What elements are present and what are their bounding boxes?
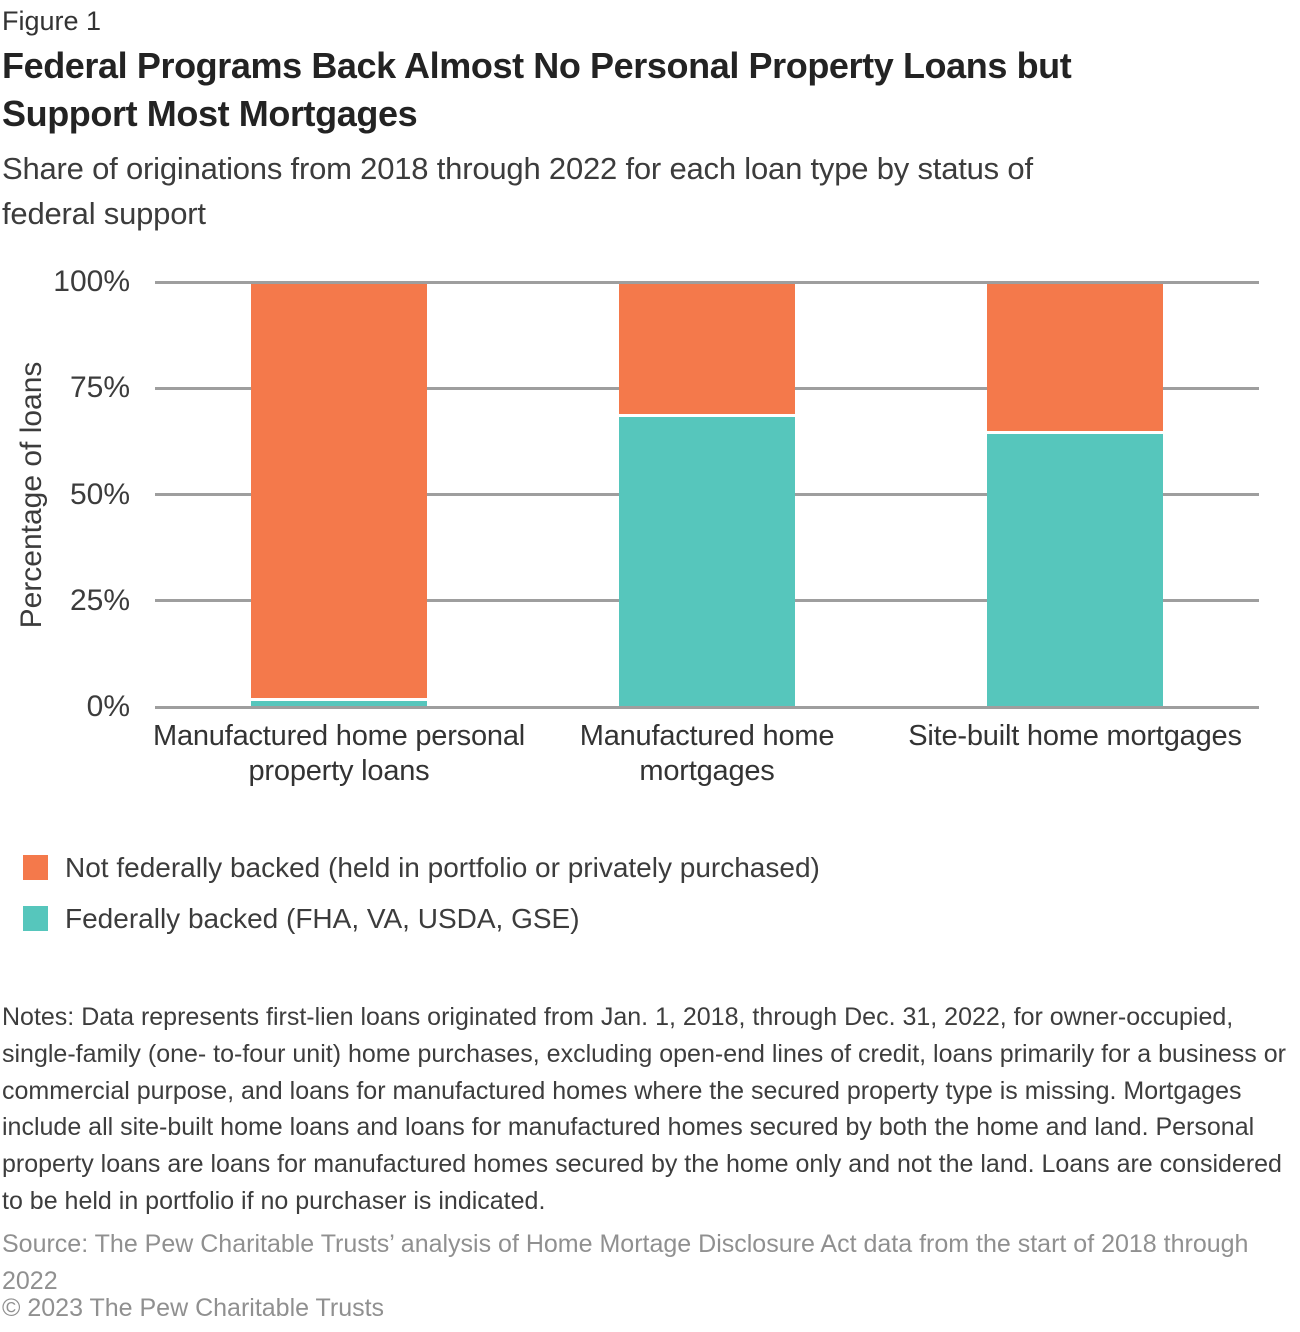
bar-segment-federally-backed-1 [251, 698, 427, 707]
y-tick-label-0: 0% [86, 690, 130, 723]
x-axis-label-1-line-1: Manufactured home personal [152, 720, 526, 752]
x-axis-label-3: Site-built home mortgages [875, 719, 1275, 754]
x-axis-label-3-line-1: Site-built home mortgages [908, 720, 1242, 752]
chart-plot [155, 280, 1259, 709]
y-tick-label-100: 100% [53, 265, 130, 298]
legend-label-2: Federally backed (FHA, VA, USDA, GSE) [65, 902, 580, 934]
x-axis-label-2-line-2: mortgages [639, 755, 775, 787]
bar-segment-federally-backed-3 [987, 431, 1163, 707]
y-tick-label-50: 50% [69, 477, 130, 511]
bar-group-3 [987, 284, 1163, 707]
notes-text: Notes: Data represents first-lien loans … [2, 1003, 1286, 1215]
x-axis-label-2-line-1: Manufactured home [579, 720, 835, 752]
figure-label: Figure 1 [2, 6, 102, 36]
x-axis-label-1: Manufactured home personal property loans [139, 719, 539, 789]
bar-group-1 [251, 284, 427, 707]
legend-label-1: Not federally backed (held in portfolio … [65, 851, 820, 883]
legend-swatch-2 [23, 906, 48, 931]
chart-legend: Not federally backed (held in portfolio … [23, 852, 820, 957]
legend-item-1: Not federally backed (held in portfolio … [23, 852, 820, 883]
legend-item-2: Federally backed (FHA, VA, USDA, GSE) [23, 903, 820, 934]
chart-subtitle: Share of originations from 2018 through … [2, 146, 1033, 236]
chart-title: Federal Programs Back Almost No Personal… [2, 42, 1072, 138]
gridline-0 [155, 705, 1259, 709]
bar-segment-not-federally-backed-2 [619, 284, 795, 414]
chart-subtitle-line-1: Share of originations from 2018 through … [2, 151, 1033, 186]
chart-subtitle-line-2: federal support [2, 196, 206, 231]
chart-title-line-2: Support Most Mortgages [2, 93, 418, 134]
y-tick-label-25: 25% [69, 583, 130, 617]
bar-group-2 [619, 284, 795, 707]
x-axis-label-1-line-2: property loans [248, 755, 430, 787]
x-axis-label-2: Manufactured home mortgages [507, 719, 907, 789]
chart-title-line-1: Federal Programs Back Almost No Personal… [2, 45, 1072, 86]
y-tick-label-75: 75% [69, 371, 130, 405]
bar-segment-federally-backed-2 [619, 414, 795, 707]
bar-segment-not-federally-backed-1 [251, 284, 427, 698]
copyright-text: © 2023 The Pew Charitable Trusts [2, 1294, 385, 1322]
source-text: Source: The Pew Charitable Trusts’ analy… [2, 1230, 1249, 1295]
bar-segment-not-federally-backed-3 [987, 284, 1163, 431]
gridline-100 [155, 280, 1259, 284]
legend-swatch-1 [23, 855, 48, 880]
